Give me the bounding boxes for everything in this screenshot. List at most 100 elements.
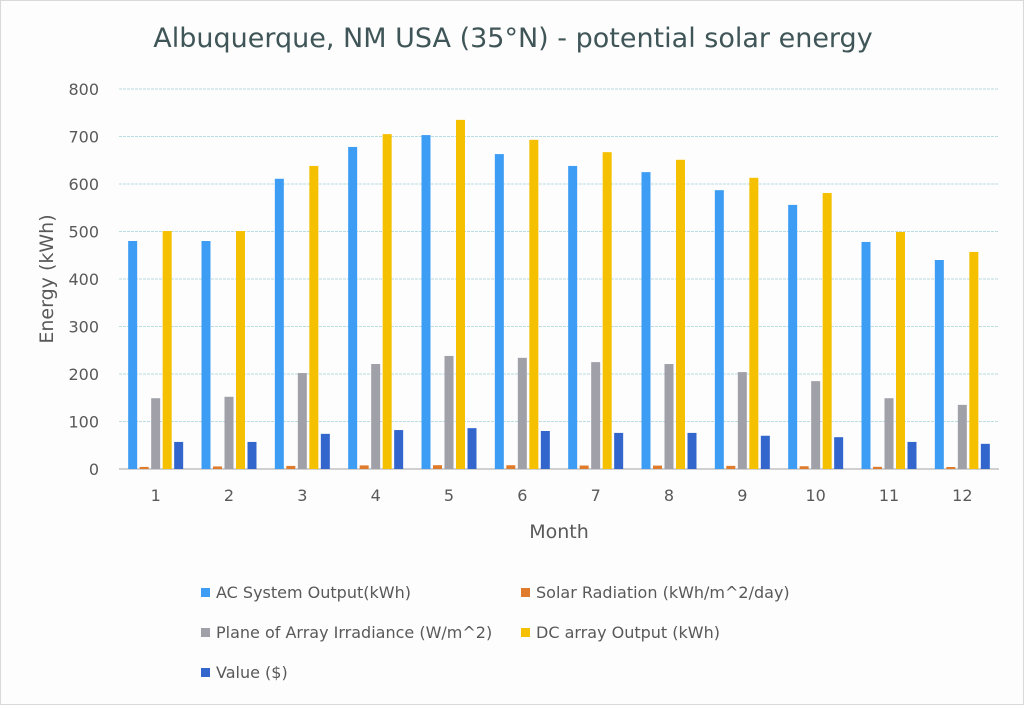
bar [359,465,369,469]
bar [602,152,612,470]
bar [591,362,601,469]
bar [726,465,736,469]
bar [861,241,871,469]
bar [394,430,404,469]
bar [274,178,284,469]
bar [247,441,257,469]
bar [664,364,674,469]
y-tick-label: 300 [68,318,99,337]
bar [139,466,149,469]
bar [297,373,307,469]
x-tick-label: 4 [371,486,381,505]
bar [896,231,905,469]
bar [884,398,894,469]
bar [433,465,442,469]
bar [128,241,138,469]
bar [151,398,161,469]
bar [506,465,516,469]
bar [467,428,477,469]
y-tick-label: 600 [68,175,99,194]
y-tick-label: 500 [68,223,99,242]
bar [957,404,967,469]
bar [236,231,245,469]
bar [676,159,685,469]
bar [371,364,381,469]
y-tick-label: 200 [68,365,99,384]
bar [529,139,539,469]
x-tick-label: 11 [879,486,899,505]
legend-swatch [201,628,210,637]
bar [969,251,979,469]
legend-label: Value ($) [216,663,288,682]
x-tick-label: 2 [224,486,234,505]
bar [653,465,662,469]
legend-entry: DC array Output (kWh) [521,623,720,642]
y-axis-label: Energy (kWh) [36,214,58,343]
bar [320,433,330,469]
bar [788,204,798,469]
x-tick-label: 8 [664,486,674,505]
legend-swatch [201,668,210,677]
bar [494,154,504,469]
bar [213,466,222,469]
legend-swatch [521,628,530,637]
bar [834,437,844,469]
bar [540,431,550,469]
bar [174,441,184,469]
bar [749,177,759,469]
bar [421,135,431,469]
legend-label: Plane of Array Irradiance (W/m^2) [216,623,493,642]
legend-swatch [201,588,210,597]
bar [286,465,296,469]
bar [714,190,724,470]
legend-entry: Plane of Array Irradiance (W/m^2) [201,623,492,642]
legend-label: DC array Output (kWh) [536,623,720,642]
bar [614,432,624,469]
legend-swatch [521,588,530,597]
legend-label: Solar Radiation (kWh/m^2/day) [536,583,790,602]
bar [907,441,917,469]
x-tick-label: 5 [444,486,454,505]
chart-title: Albuquerque, NM USA (35°N) - potential s… [153,23,873,54]
bar [348,146,358,469]
bar [934,260,944,469]
legend-entry: Solar Radiation (kWh/m^2/day) [521,583,790,602]
y-tick-label: 100 [68,413,99,432]
bar [737,372,747,469]
x-tick-label: 9 [737,486,747,505]
x-tick-label: 10 [805,486,825,505]
bar [799,466,809,469]
bar [201,241,211,469]
legend-entry: AC System Output(kWh) [201,583,411,602]
x-tick-label: 12 [952,486,972,505]
bar [162,231,172,469]
y-tick-label: 800 [68,80,99,99]
bar [579,465,589,469]
bar [873,466,882,469]
bar [641,172,651,469]
bar [444,355,454,469]
x-tick-label: 7 [591,486,601,505]
bar [822,193,832,469]
bar [224,396,234,469]
x-tick-label: 3 [297,486,307,505]
x-tick-label: 1 [151,486,161,505]
x-tick-label: 6 [517,486,527,505]
x-axis-label: Month [529,521,589,543]
bar [309,165,319,469]
legend-label: AC System Output(kWh) [216,583,411,602]
bar [687,432,697,469]
bar [568,165,578,469]
bar [382,134,392,469]
bar [980,443,990,469]
y-tick-label: 0 [89,460,99,479]
legend-entry: Value ($) [201,663,288,682]
bar [517,357,527,469]
bar [456,119,465,469]
bar [811,381,821,469]
bar [760,435,770,469]
y-tick-label: 700 [68,128,99,147]
bar [946,467,956,469]
